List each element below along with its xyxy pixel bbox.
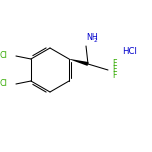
Text: F: F	[112, 59, 116, 69]
Polygon shape	[69, 59, 88, 66]
Text: NH: NH	[86, 33, 98, 42]
Text: HCl: HCl	[122, 47, 137, 57]
Text: Cl: Cl	[0, 79, 8, 88]
Text: Cl: Cl	[0, 50, 8, 59]
Text: 2: 2	[93, 38, 97, 43]
Text: F: F	[112, 66, 116, 74]
Text: F: F	[112, 71, 116, 81]
